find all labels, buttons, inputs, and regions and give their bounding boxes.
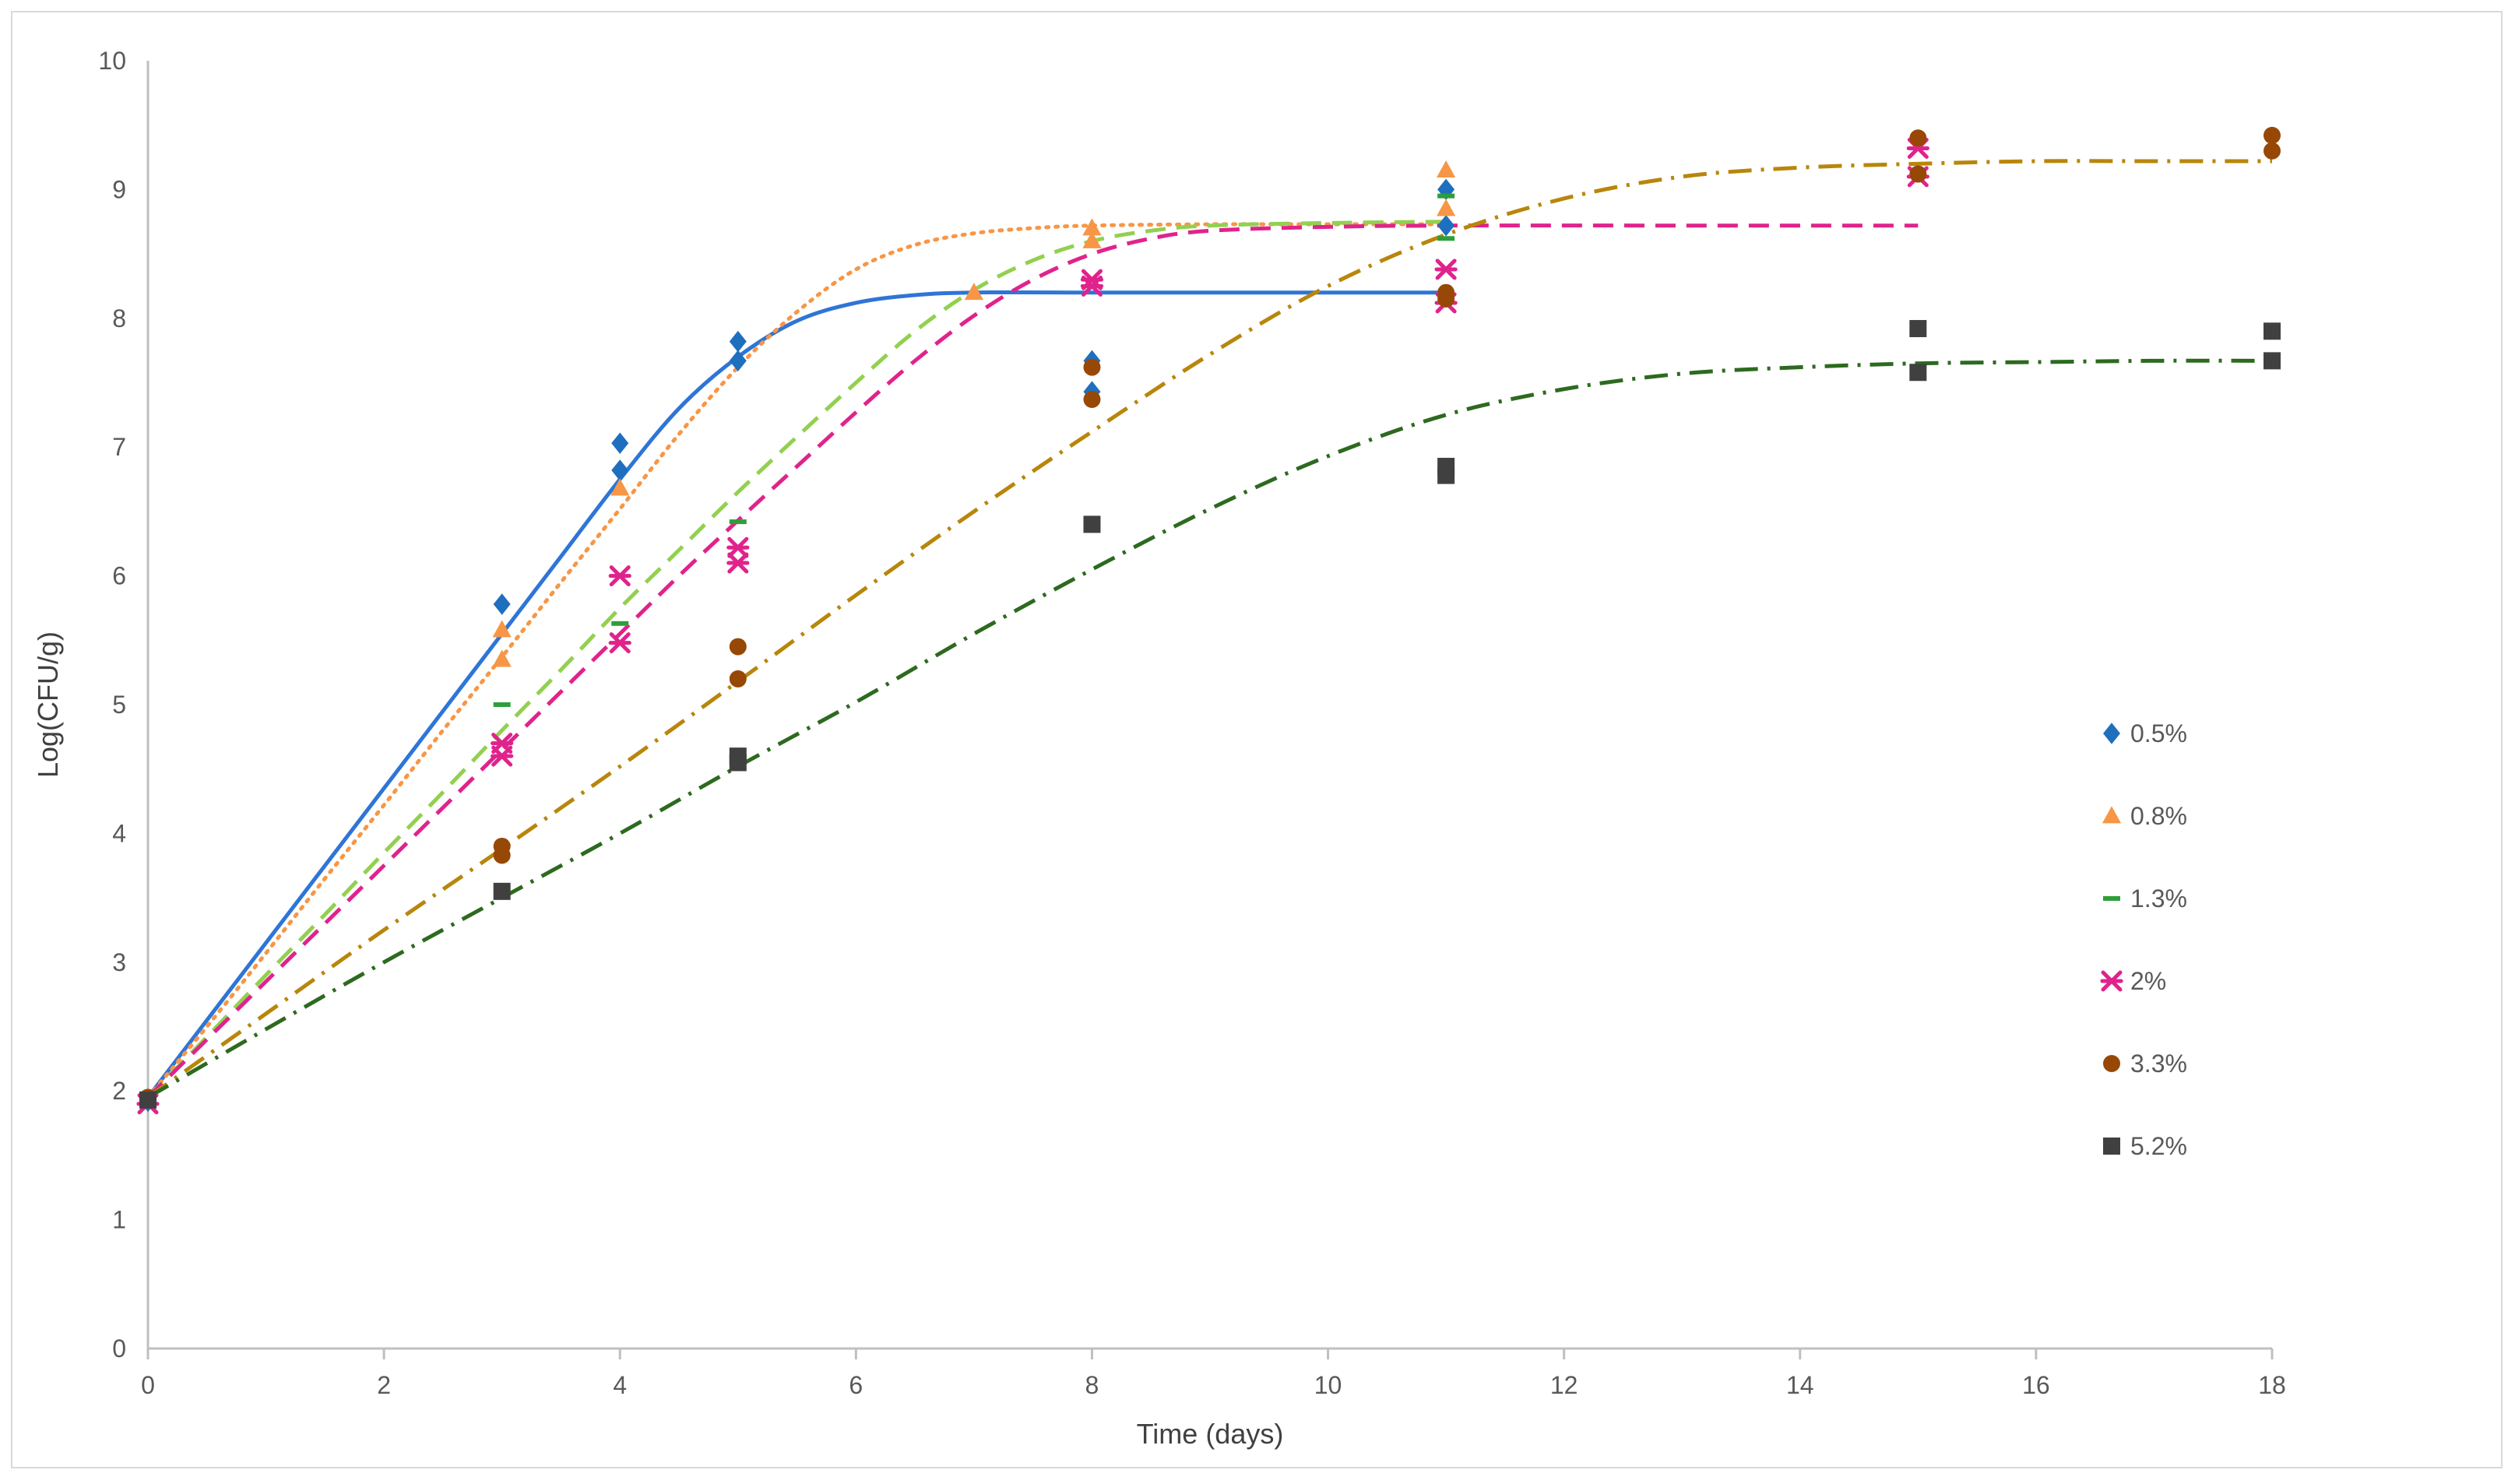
data-point — [2103, 1138, 2120, 1155]
legend-label: 1.3% — [2130, 884, 2187, 913]
x-tick-label: 8 — [1085, 1371, 1099, 1399]
legend-label: 3.3% — [2130, 1050, 2187, 1078]
x-tick-label: 16 — [2022, 1371, 2050, 1399]
data-point — [1437, 160, 1456, 178]
data-point — [1082, 230, 1102, 248]
legend-label: 0.8% — [2130, 802, 2187, 830]
data-point — [1909, 320, 1927, 338]
data-point — [726, 552, 750, 574]
data-point — [729, 330, 747, 353]
x-axis-title: Time (days) — [1137, 1418, 1284, 1450]
y-tick-label: 6 — [112, 562, 126, 590]
data-point — [729, 638, 747, 656]
legend-label: 0.5% — [2130, 719, 2187, 747]
data-point — [611, 621, 629, 626]
fit-line — [146, 358, 2273, 1099]
x-tick-label: 6 — [849, 1371, 863, 1399]
legend-item: 5.2% — [2103, 1132, 2187, 1160]
y-axis-title: Log(CFU/g) — [32, 631, 64, 778]
legend: 0.5% 0.8% 1.3% 2% 3.3% 5.2% — [2100, 719, 2187, 1160]
fit-line — [146, 220, 1447, 1099]
data-point — [2264, 352, 2281, 370]
y-tick-label: 9 — [112, 175, 126, 203]
data-point — [2103, 896, 2120, 901]
data-point — [493, 846, 511, 864]
y-tick-label: 2 — [112, 1077, 126, 1105]
y-tick-label: 5 — [112, 691, 126, 719]
data-point — [2103, 723, 2120, 744]
data-point — [611, 459, 629, 481]
data-point — [493, 882, 511, 900]
data-point — [1909, 129, 1927, 147]
y-tick-label: 0 — [112, 1335, 126, 1363]
data-point — [729, 519, 747, 525]
x-tick-label: 0 — [141, 1371, 155, 1399]
data-point — [1437, 236, 1455, 241]
data-point — [1083, 358, 1101, 376]
data-point — [729, 670, 747, 687]
data-point — [611, 432, 629, 454]
y-tick-label: 7 — [112, 433, 126, 461]
chart-frame — [11, 11, 2503, 1468]
data-point — [1083, 391, 1101, 409]
x-tick-label: 12 — [1550, 1371, 1578, 1399]
data-point — [1080, 275, 1104, 297]
legend-label: 2% — [2130, 967, 2166, 995]
data-point — [1434, 258, 1458, 280]
data-point — [2264, 142, 2281, 160]
data-point — [2103, 1055, 2120, 1072]
data-point — [492, 620, 512, 638]
legend-item: 3.3% — [2103, 1050, 2187, 1078]
data-point — [726, 536, 750, 558]
data-point — [139, 1091, 157, 1109]
data-point — [1437, 199, 1456, 216]
data-point — [608, 632, 631, 654]
data-point — [491, 745, 514, 767]
data-point — [729, 754, 747, 772]
data-point — [1437, 466, 1455, 484]
data-point — [608, 565, 631, 587]
data-point — [2264, 322, 2281, 340]
y-tick-label: 4 — [112, 819, 126, 847]
y-tick-label: 8 — [112, 304, 126, 332]
y-tick-label: 3 — [112, 948, 126, 976]
legend-item: 1.3% — [2103, 884, 2187, 913]
x-tick-label: 18 — [2258, 1371, 2286, 1399]
fit-line — [146, 223, 1919, 1099]
data-point — [2100, 970, 2123, 992]
x-tick-label: 2 — [377, 1371, 391, 1399]
x-tick-label: 10 — [1314, 1371, 1342, 1399]
data-point — [964, 283, 983, 301]
data-point — [1909, 165, 1927, 183]
data-point — [493, 702, 511, 707]
y-tick-label: 10 — [98, 47, 126, 75]
data-point — [1437, 290, 1455, 308]
fit-line — [146, 159, 2272, 1099]
data-point — [1082, 218, 1102, 236]
x-tick-label: 4 — [613, 1371, 627, 1399]
data-point — [729, 350, 747, 372]
data-point — [1437, 193, 1455, 199]
data-point — [492, 649, 512, 667]
data-point — [610, 478, 630, 496]
data-points — [136, 126, 2281, 1115]
y-tick-label: 1 — [112, 1206, 126, 1234]
legend-item: 0.8% — [2102, 802, 2187, 830]
legend-item: 2% — [2100, 967, 2166, 995]
data-point — [1083, 515, 1101, 533]
legend-label: 5.2% — [2130, 1132, 2187, 1160]
data-point — [1909, 364, 1927, 382]
data-point — [1437, 214, 1455, 237]
data-point — [493, 593, 511, 615]
data-point — [2264, 126, 2281, 144]
fit-line — [146, 222, 1448, 1099]
data-point — [2102, 806, 2122, 824]
fit-line — [146, 290, 1447, 1099]
fit-lines — [146, 159, 2273, 1099]
x-tick-label: 14 — [1786, 1371, 1814, 1399]
legend-item: 0.5% — [2103, 719, 2187, 747]
